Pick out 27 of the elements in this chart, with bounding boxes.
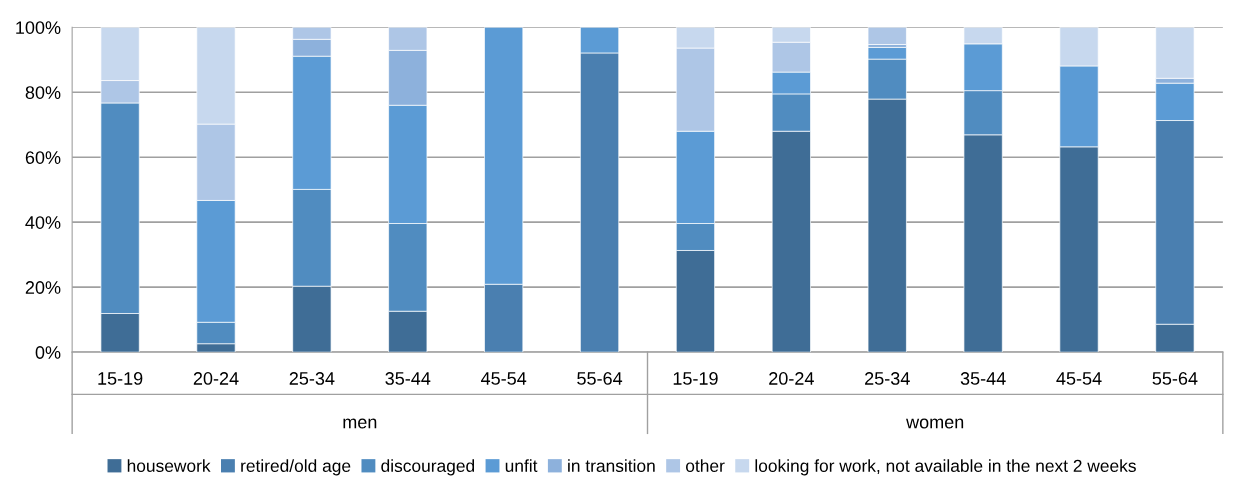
y-tick-label: 80% — [25, 86, 61, 99]
x-tick-label: 55-64 — [577, 372, 623, 385]
text: men — [343, 418, 377, 429]
legend-label: unfit — [505, 459, 538, 472]
x-tick-label: 15-19 — [98, 372, 143, 385]
x-tick-label: 55-64 — [1152, 372, 1198, 385]
legend-label: housework — [127, 459, 211, 472]
legend-label: discouraged — [381, 459, 475, 476]
legend-label: looking for work, not available in the next 2 weeks — [755, 459, 1136, 476]
x-tick-label: 15-19 — [673, 372, 718, 385]
x-tick-label: 45-54 — [1056, 372, 1102, 385]
y-tick-label: 0% — [35, 346, 61, 359]
x-tick-label: 20-24 — [769, 372, 814, 385]
x-tick-label: 20-24 — [193, 372, 239, 385]
legend-label: other — [686, 459, 725, 472]
y-tick-label: 60% — [25, 151, 61, 164]
text: women — [906, 418, 964, 429]
x-tick-label: 45-54 — [480, 372, 527, 385]
x-tick-label: 35-44 — [385, 372, 431, 385]
y-tick-label: 40% — [25, 216, 61, 229]
y-tick-label: 20% — [25, 281, 61, 294]
legend-label: retired/old age — [241, 459, 351, 476]
x-tick-label: 35-44 — [960, 372, 1006, 385]
legend-label: in transition — [568, 459, 655, 472]
x-tick-label: 25-34 — [289, 372, 335, 385]
y-tick-label: 100% — [16, 21, 61, 34]
x-tick-label: 25-34 — [865, 372, 910, 385]
